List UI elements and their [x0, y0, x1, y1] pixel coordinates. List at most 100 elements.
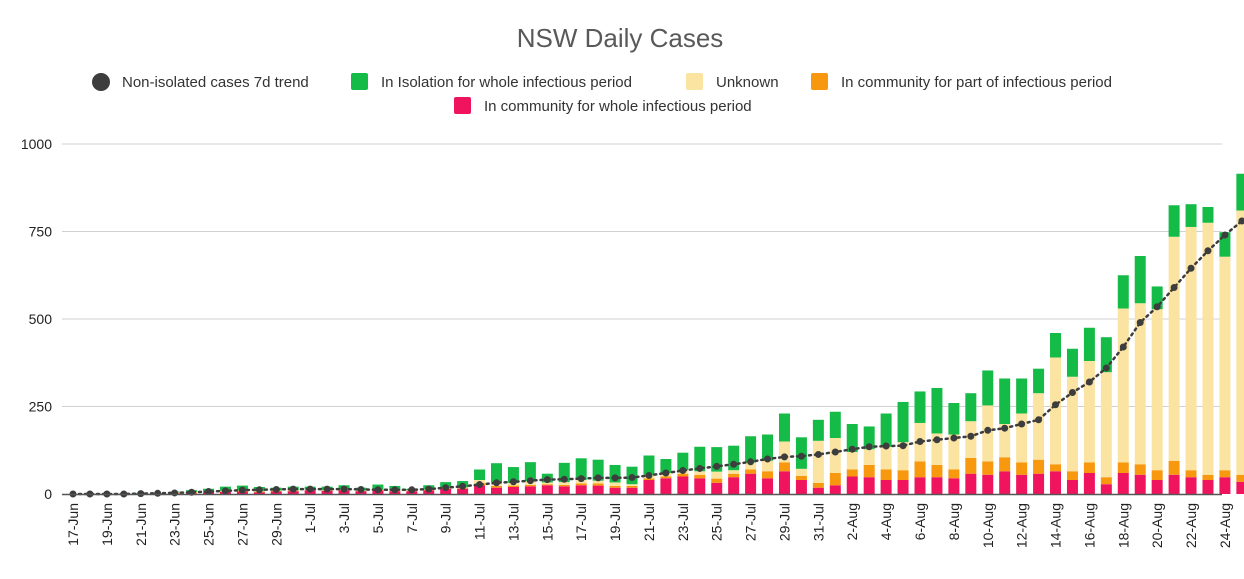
bar-in-community-for-whole-infectious-period-9-Jul [440, 488, 452, 494]
trend-point-13-Jul [509, 478, 517, 486]
bar-in-community-for-whole-infectious-period-15-Jul [541, 485, 553, 494]
bar-in-isolation-for-whole-infectious-period-21-Jul [643, 455, 655, 475]
bar-in-community-for-whole-infectious-period-15-Aug [1066, 480, 1078, 494]
bar-unknown-25-Aug [1236, 210, 1244, 475]
x-tick-label-29-Jun: 29-Jun [268, 503, 284, 546]
trend-point-30-Jun [289, 485, 297, 493]
legend-label-non-isolated-cases-7d-trend: Non-isolated cases 7d trend [122, 74, 309, 91]
x-tick-label-19-Jun: 19-Jun [99, 503, 115, 546]
bar-unknown-19-Jul [609, 482, 621, 486]
bar-in-community-for-part-of-infectious-period-20-Aug [1151, 470, 1163, 480]
trend-point-9-Jul [442, 484, 450, 492]
trend-point-28-Jul [764, 455, 772, 463]
bar-unknown-18-Aug [1117, 308, 1129, 463]
bar-unknown-11-Aug [999, 424, 1011, 458]
trend-point-10-Aug [984, 426, 992, 434]
bar-in-isolation-for-whole-infectious-period-1-Aug [829, 411, 841, 438]
bar-unknown-17-Aug [1100, 372, 1112, 478]
trend-point-24-Aug [1221, 231, 1229, 239]
bar-in-isolation-for-whole-infectious-period-18-Aug [1117, 275, 1129, 309]
x-tick-label-12-Aug: 12-Aug [1014, 503, 1030, 548]
x-tick-label-6-Aug: 6-Aug [912, 503, 928, 540]
bar-in-community-for-whole-infectious-period-25-Aug [1236, 481, 1244, 494]
trend-line-path [71, 219, 1244, 496]
bar-unknown-20-Jul [626, 484, 638, 486]
bar-in-isolation-for-whole-infectious-period-5-Aug [897, 401, 909, 443]
trend-point-1-Aug [831, 448, 839, 456]
bar-in-isolation-for-whole-infectious-period-21-Aug [1168, 205, 1180, 237]
bar-in-isolation-for-whole-infectious-period-23-Aug [1202, 207, 1214, 223]
trend-point-6-Jul [391, 486, 399, 494]
bar-in-isolation-for-whole-infectious-period-19-Jul [609, 464, 621, 483]
bar-in-community-for-whole-infectious-period-20-Aug [1151, 480, 1163, 494]
x-tick-label-20-Aug: 20-Aug [1149, 503, 1165, 548]
bar-in-isolation-for-whole-infectious-period-28-Jul [762, 434, 774, 461]
legend-label-unknown: Unknown [716, 74, 779, 91]
bar-in-community-for-part-of-infectious-period-13-Aug [1033, 459, 1045, 474]
bar-in-community-for-whole-infectious-period-23-Jul [677, 476, 689, 494]
bar-in-community-for-part-of-infectious-period-21-Jul [643, 478, 655, 480]
bar-in-community-for-whole-infectious-period-14-Jul [524, 486, 536, 494]
trend-point-23-Aug [1204, 247, 1212, 255]
trend-point-16-Jul [560, 475, 568, 483]
bar-in-isolation-for-whole-infectious-period-4-Aug [880, 413, 892, 447]
bar-in-community-for-part-of-infectious-period-22-Aug [1185, 470, 1197, 478]
x-tick-label-16-Aug: 16-Aug [1081, 503, 1097, 548]
bar-in-community-for-part-of-infectious-period-22-Jul [660, 476, 672, 479]
bar-in-community-for-part-of-infectious-period-23-Jul [677, 473, 689, 477]
bar-in-community-for-part-of-infectious-period-19-Jul [609, 485, 621, 488]
y-tick-label-750: 750 [29, 224, 53, 240]
bar-in-community-for-whole-infectious-period-19-Jul [609, 487, 621, 494]
bar-in-community-for-whole-infectious-period-12-Aug [1016, 474, 1028, 494]
x-tick-label-19-Jul: 19-Jul [607, 503, 623, 541]
bar-unknown-14-Aug [1050, 357, 1062, 465]
bar-in-community-for-whole-infectious-period-26-Jul [728, 477, 740, 494]
bar-unknown-21-Aug [1168, 236, 1180, 461]
trend-point-12-Aug [1018, 420, 1026, 428]
x-tick-label-13-Jul: 13-Jul [505, 503, 521, 541]
bar-in-community-for-part-of-infectious-period-15-Aug [1066, 471, 1078, 480]
bar-in-community-for-whole-infectious-period-18-Jul [592, 485, 604, 494]
trend-point-4-Jul [357, 485, 365, 493]
bar-in-isolation-for-whole-infectious-period-31-Jul [812, 419, 824, 441]
bar-in-community-for-whole-infectious-period-28-Jul [762, 478, 774, 494]
bar-in-community-for-whole-infectious-period-20-Jul [626, 487, 638, 494]
y-gridlines [62, 143, 1222, 407]
bar-in-community-for-whole-infectious-period-22-Jul [660, 478, 672, 494]
trend-point-12-Jul [493, 479, 500, 487]
bar-in-community-for-part-of-infectious-period-15-Jul [541, 484, 553, 486]
bar-in-community-for-part-of-infectious-period-1-Aug [829, 473, 841, 486]
trend-point-17-Aug [1102, 364, 1110, 372]
trend-point-27-Jul [747, 458, 755, 466]
bar-in-community-for-whole-infectious-period-12-Jul [491, 487, 502, 494]
trend-point-1-Jul [306, 485, 314, 493]
bar-in-community-for-whole-infectious-period-24-Aug [1219, 477, 1231, 494]
bar-in-community-for-part-of-infectious-period-27-Jul [745, 469, 757, 474]
bar-in-community-for-part-of-infectious-period-10-Aug [982, 461, 994, 475]
bar-in-community-for-whole-infectious-period-25-Jul [711, 482, 723, 494]
trend-line [69, 217, 1244, 498]
bar-unknown-25-Jul [711, 471, 723, 479]
bar-unknown-15-Aug [1066, 376, 1078, 472]
bar-in-community-for-whole-infectious-period-11-Aug [999, 471, 1011, 494]
trend-point-9-Aug [967, 432, 975, 440]
legend-marker-non-isolated-cases-7d-trend [92, 73, 110, 91]
bar-in-community-for-whole-infectious-period-13-Aug [1033, 473, 1045, 494]
x-tick-label-29-Jul: 29-Jul [776, 503, 792, 541]
trend-point-19-Jul [611, 474, 619, 482]
trend-point-16-Aug [1085, 378, 1093, 386]
trend-point-28-Jun [255, 486, 263, 494]
bar-unknown-30-Jul [795, 468, 807, 476]
bar-in-isolation-for-whole-infectious-period-15-Aug [1066, 348, 1078, 377]
bar-in-community-for-part-of-infectious-period-8-Aug [948, 469, 960, 479]
bar-unknown-13-Aug [1033, 393, 1045, 460]
bar-in-community-for-part-of-infectious-period-30-Jul [795, 475, 807, 480]
bar-in-isolation-for-whole-infectious-period-13-Jul [507, 467, 519, 483]
bar-in-community-for-part-of-infectious-period-19-Aug [1134, 464, 1146, 475]
legend-marker-unknown [686, 73, 703, 90]
bar-in-community-for-part-of-infectious-period-25-Aug [1236, 474, 1244, 482]
bar-in-isolation-for-whole-infectious-period-18-Jul [592, 459, 604, 481]
x-tick-label-3-Jul: 3-Jul [336, 503, 352, 533]
bar-unknown-24-Aug [1219, 256, 1231, 471]
bar-in-community-for-whole-infectious-period-17-Jul [575, 485, 587, 494]
